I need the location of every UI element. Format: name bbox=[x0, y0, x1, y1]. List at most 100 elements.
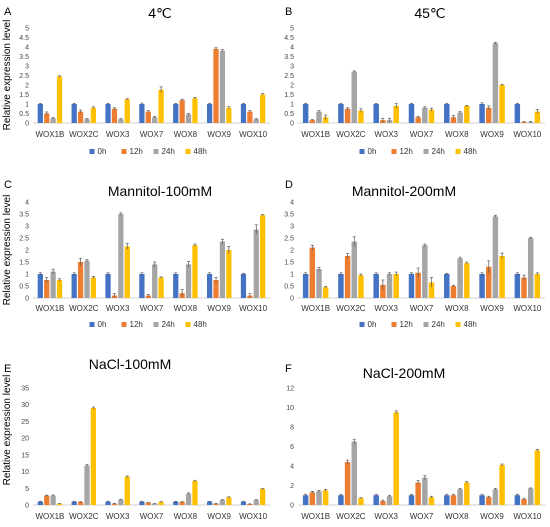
bar-0h-wox10 bbox=[514, 274, 521, 298]
bar-24h-wox8 bbox=[185, 264, 192, 298]
bar-0h-wox3 bbox=[105, 274, 111, 298]
bar-12h-wox1b bbox=[309, 120, 316, 123]
x-category-label: WOX3 bbox=[374, 512, 398, 521]
legend-label-48h: 48h bbox=[464, 147, 477, 156]
legend-swatch-48h bbox=[455, 322, 461, 327]
y-tick-label: 0 bbox=[290, 121, 294, 128]
bar-48h-wox10 bbox=[260, 94, 266, 123]
bar-12h-wox2c bbox=[77, 501, 84, 505]
bar-48h-wox8 bbox=[464, 482, 470, 505]
x-category-label: WOX10 bbox=[239, 304, 268, 313]
x-category-label: WOX9 bbox=[207, 304, 231, 313]
bar-24h-wox1b bbox=[316, 491, 322, 505]
panel-letter: C bbox=[4, 179, 12, 191]
y-tick-label: 2 bbox=[290, 483, 294, 490]
bar-12h-wox1b bbox=[44, 495, 50, 505]
bar-48h-wox7 bbox=[428, 282, 435, 298]
x-category-label: WOX10 bbox=[513, 512, 542, 521]
bar-0h-wox1b bbox=[37, 501, 43, 505]
bar-0h-wox2c bbox=[71, 274, 77, 298]
bar-24h-wox7 bbox=[422, 245, 428, 298]
x-category-label: WOX3 bbox=[106, 304, 130, 313]
panel-title: NaCl-100mM bbox=[89, 356, 171, 372]
bar-48h-wox9 bbox=[226, 107, 232, 123]
bar-24h-wox2c bbox=[351, 441, 357, 505]
legend-label-12h: 12h bbox=[130, 147, 143, 156]
y-tick-label: 0.5 bbox=[284, 284, 294, 291]
y-tick-label: 5 bbox=[25, 486, 29, 493]
bar-48h-wox8 bbox=[464, 105, 470, 123]
y-tick-label: 15 bbox=[21, 452, 29, 459]
y-axis-label: Relative expression level bbox=[2, 375, 13, 486]
panel-title: Mannitol-200mM bbox=[352, 183, 456, 199]
bar-24h-wox1b bbox=[316, 269, 322, 298]
bar-24h-wox1b bbox=[50, 495, 56, 505]
bar-24h-wox8 bbox=[185, 114, 192, 123]
bar-12h-wox2c bbox=[344, 462, 351, 505]
legend: 0h 12h 24h 48h bbox=[89, 147, 207, 156]
y-tick-label: 3 bbox=[290, 224, 294, 231]
x-category-label: WOX2C bbox=[69, 512, 99, 521]
legend-swatch-48h bbox=[185, 322, 191, 327]
bar-12h-wox2c bbox=[344, 108, 351, 123]
x-category-label: WOX7 bbox=[140, 512, 164, 521]
y-tick-label: 4.5 bbox=[284, 35, 294, 42]
bar-0h-wox3 bbox=[373, 495, 379, 505]
bar-24h-wox2c bbox=[84, 465, 90, 505]
x-category-label: WOX10 bbox=[513, 130, 542, 139]
y-tick-label: 3 bbox=[290, 64, 294, 71]
bar-12h-wox8 bbox=[179, 100, 185, 123]
bar-48h-wox9 bbox=[226, 250, 232, 298]
x-category-label: WOX9 bbox=[207, 512, 231, 521]
y-tick-label: 4.5 bbox=[19, 35, 29, 42]
bar-48h-wox10 bbox=[534, 111, 541, 123]
x-category-label: WOX7 bbox=[140, 304, 164, 313]
bar-0h-wox8 bbox=[444, 495, 450, 505]
x-category-label: WOX10 bbox=[239, 512, 268, 521]
bar-0h-wox1b bbox=[302, 495, 309, 505]
bar-48h-wox10 bbox=[260, 488, 266, 505]
y-tick-label: 3.5 bbox=[19, 212, 29, 219]
y-tick-label: 4 bbox=[290, 464, 294, 471]
y-tick-label: 5 bbox=[25, 26, 29, 33]
y-tick-label: 1.5 bbox=[284, 260, 294, 267]
y-tick-label: 5 bbox=[290, 26, 294, 33]
bar-48h-wox9 bbox=[226, 497, 232, 505]
panel-title: 4℃ bbox=[148, 5, 172, 21]
x-category-label: WOX2C bbox=[336, 512, 366, 521]
y-tick-label: 4 bbox=[290, 45, 294, 52]
x-category-label: WOX8 bbox=[174, 130, 198, 139]
bar-12h-wox7 bbox=[415, 117, 421, 123]
bar-0h-wox9 bbox=[206, 104, 213, 123]
bar-24h-wox1b bbox=[50, 271, 56, 298]
bar-0h-wox7 bbox=[139, 274, 145, 298]
bar-24h-wox3 bbox=[118, 214, 124, 298]
y-tick-label: 25 bbox=[21, 419, 29, 426]
x-category-label: WOX3 bbox=[374, 130, 398, 139]
y-tick-label: 2 bbox=[25, 248, 29, 255]
bar-48h-wox10 bbox=[260, 215, 266, 298]
bar-24h-wox8 bbox=[185, 493, 192, 505]
y-tick-label: 0 bbox=[25, 503, 29, 510]
x-category-label: WOX1B bbox=[301, 130, 330, 139]
bar-48h-wox1b bbox=[322, 490, 329, 505]
bar-0h-wox8 bbox=[444, 104, 450, 123]
y-tick-label: 10 bbox=[21, 469, 29, 476]
bar-0h-wox10 bbox=[514, 104, 521, 123]
y-tick-label: 3 bbox=[25, 224, 29, 231]
y-tick-label: 3.5 bbox=[284, 212, 294, 219]
panel-c: C Mannitol-100mM 0 0.5 1 1.5 2 2.5 3 3.5 4 WOX1B WOX… bbox=[4, 179, 270, 329]
bar-12h-wox8 bbox=[179, 501, 185, 505]
x-category-label: WOX8 bbox=[174, 512, 198, 521]
bar-0h-wox7 bbox=[139, 501, 145, 505]
bar-24h-wox9 bbox=[219, 499, 226, 505]
bar-12h-wox10 bbox=[521, 499, 527, 505]
bar-48h-wox1b bbox=[56, 76, 63, 123]
y-tick-label: 2.5 bbox=[19, 236, 29, 243]
legend-label-48h: 48h bbox=[194, 320, 207, 329]
bar-0h-wox9 bbox=[479, 104, 485, 123]
bar-24h-wox7 bbox=[152, 503, 158, 505]
bar-0h-wox1b bbox=[37, 104, 43, 123]
panel-letter: A bbox=[4, 6, 12, 18]
bar-48h-wox8 bbox=[192, 480, 198, 505]
